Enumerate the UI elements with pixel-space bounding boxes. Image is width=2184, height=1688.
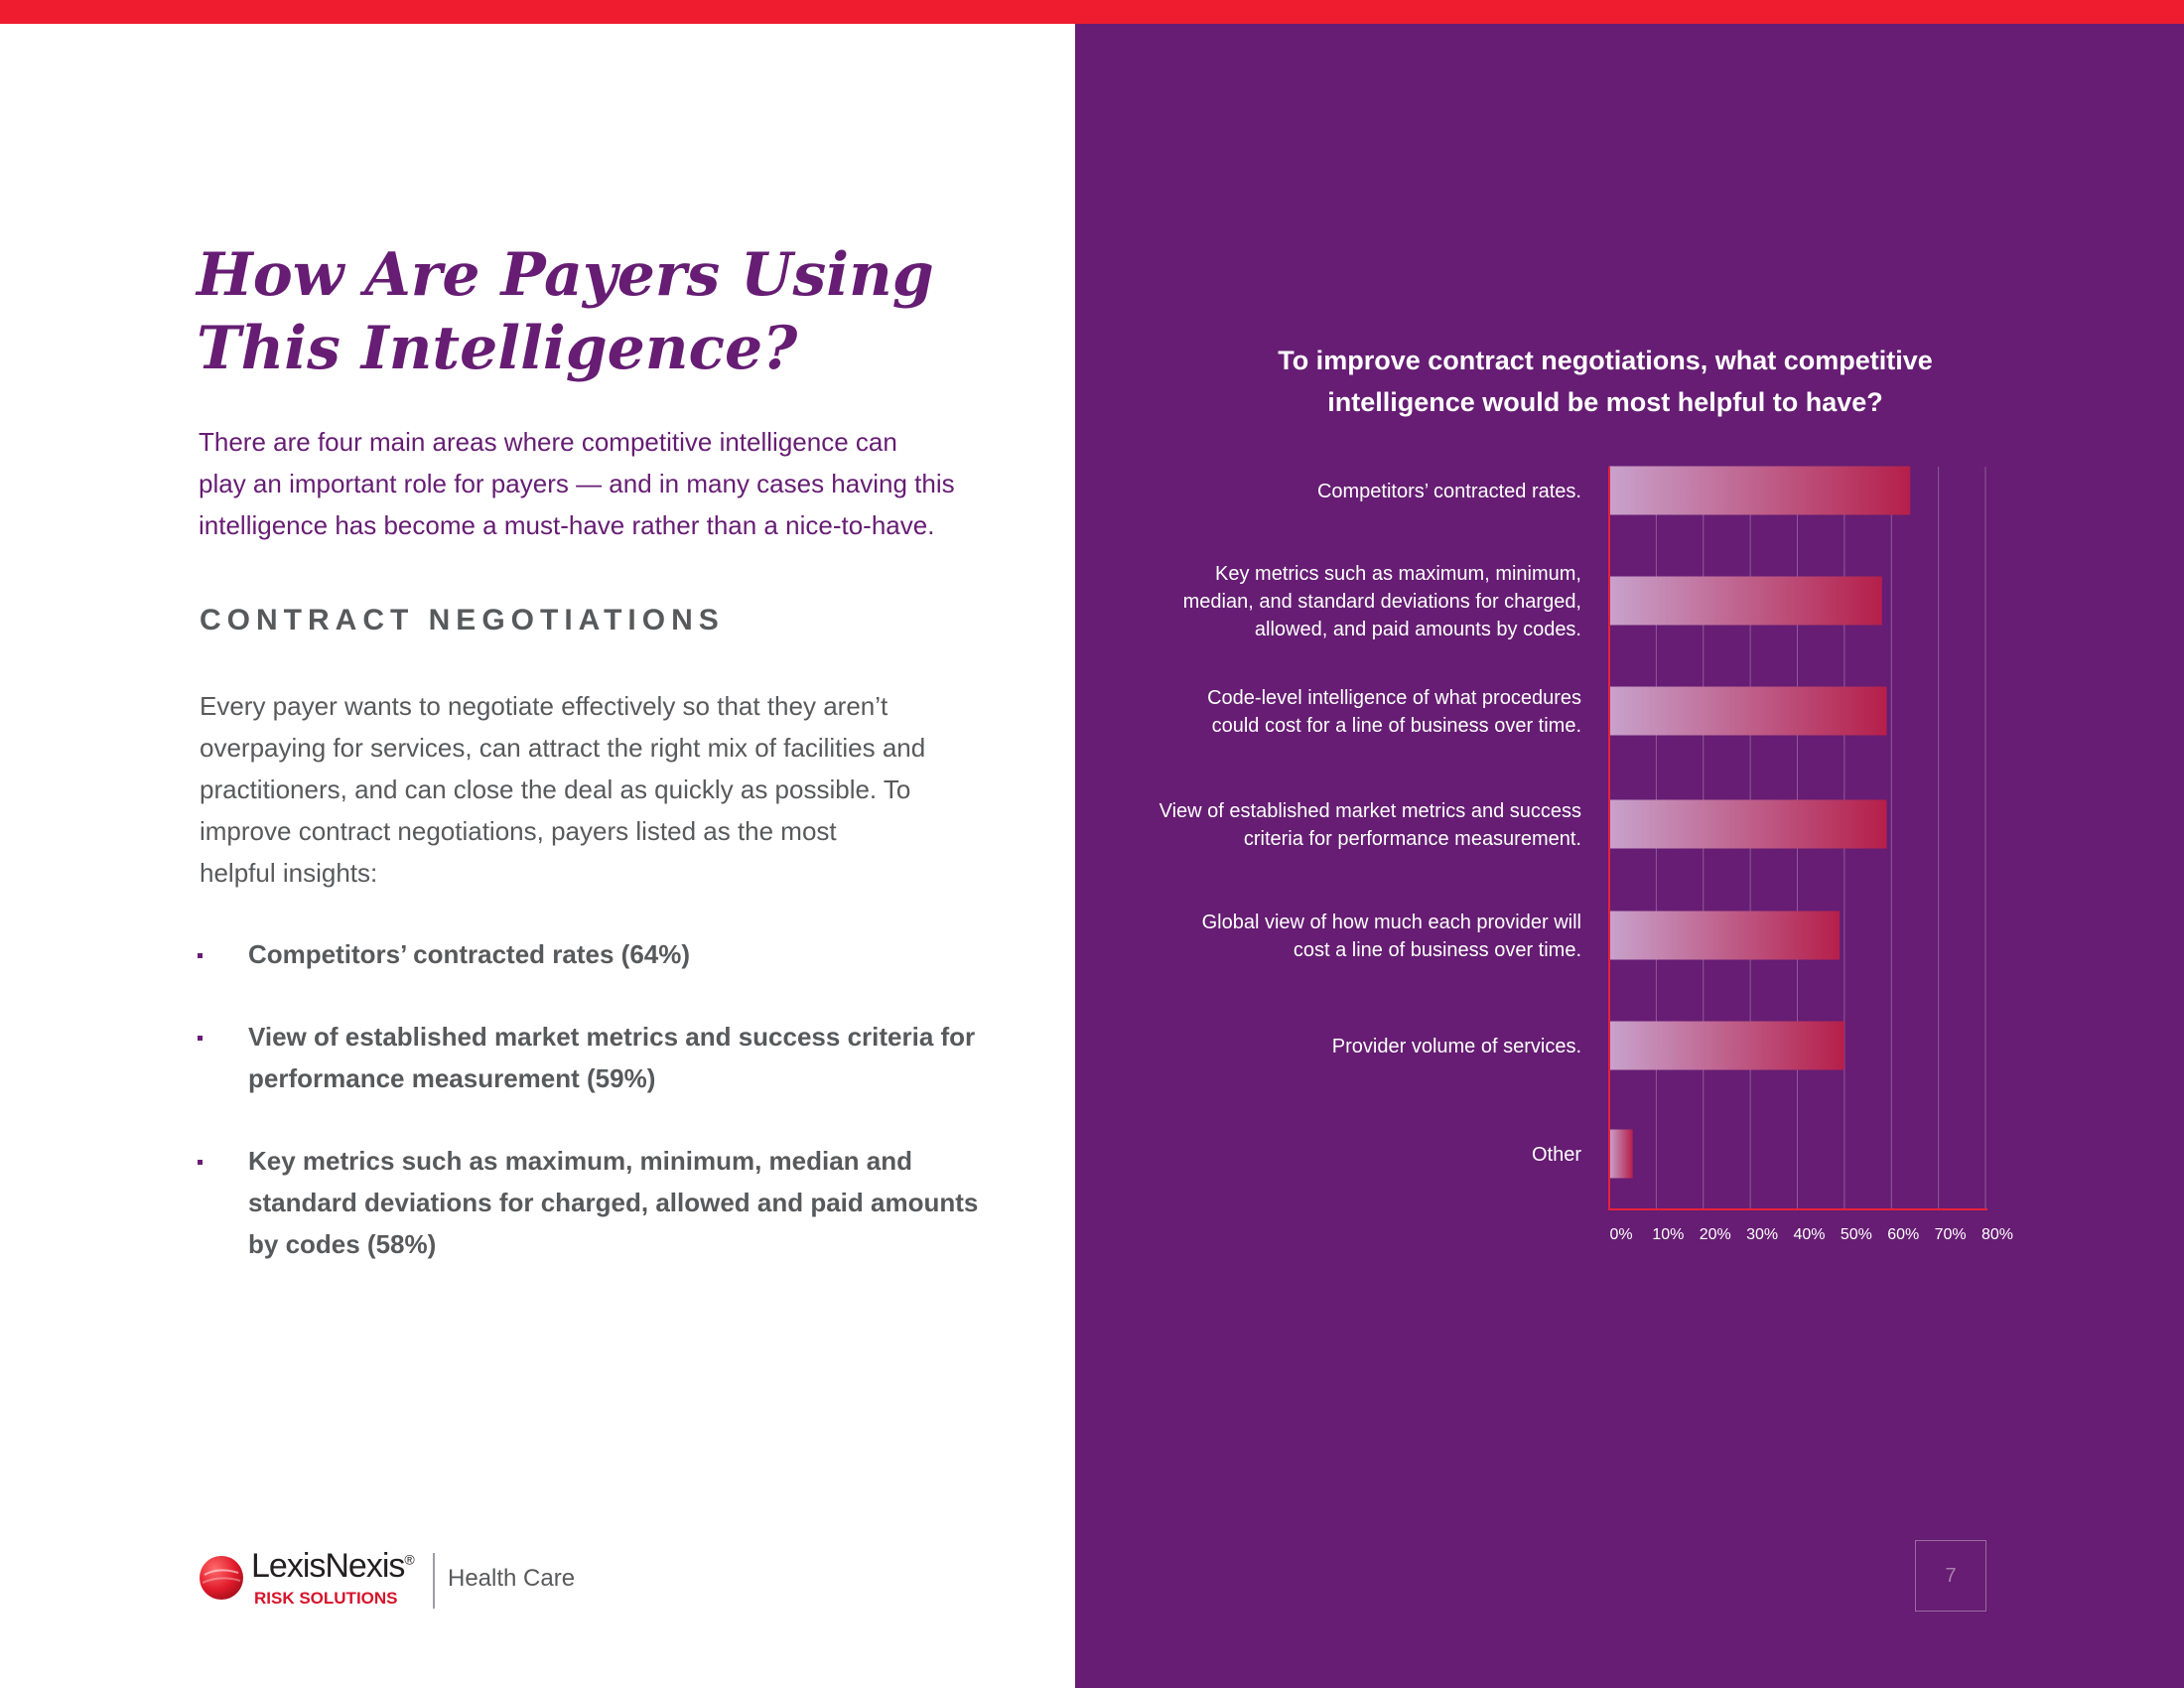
chart-bar: [1609, 1129, 1633, 1179]
body-line: improve contract negotiations, payers li…: [200, 816, 837, 846]
category-label: Key metrics such as maximum, minimum,: [1215, 563, 1581, 585]
bullet-icon: [198, 953, 203, 958]
body-line: helpful insights:: [200, 858, 378, 888]
intro-line: intelligence has become a must-have rath…: [199, 510, 935, 540]
category-label: cost a line of business over time.: [1294, 939, 1581, 961]
chart-title: To improve contract negotiations, what c…: [1278, 346, 1933, 417]
x-tick-label: 80%: [1981, 1226, 2013, 1243]
x-tick-label: 60%: [1887, 1226, 1919, 1243]
top-accent-bar: [0, 0, 2184, 24]
chart-title-line: To improve contract negotiations, what c…: [1278, 346, 1933, 375]
list-item-line: Competitors’ contracted rates (64%): [248, 939, 691, 969]
list-item-line: View of established market metrics and s…: [248, 1022, 976, 1052]
logo-ball-icon: [200, 1556, 243, 1600]
category-label: criteria for performance measurement.: [1244, 828, 1581, 850]
body-line: overpaying for services, can attract the…: [200, 733, 926, 763]
lexisnexis-logo: LexisNexis® RISK SOLUTIONS Health Care: [197, 1547, 614, 1613]
body-paragraph: Every payer wants to negotiate effective…: [200, 685, 974, 894]
category-label: View of established market metrics and s…: [1160, 800, 1581, 822]
logo-mark: ®: [404, 1551, 414, 1568]
chart-bar: [1609, 911, 1841, 960]
logo-divider: [433, 1553, 435, 1609]
x-tick-label: 40%: [1793, 1226, 1825, 1243]
page-heading: How Are Payers Using This Intelligence?: [197, 238, 1040, 385]
x-tick-label: 50%: [1841, 1226, 1872, 1243]
chart-bar: [1609, 466, 1911, 515]
category-label: Global view of how much each provider wi…: [1202, 912, 1581, 933]
category-label: Competitors’ contracted rates.: [1317, 481, 1581, 502]
list-item-line: standard deviations for charged, allowed…: [248, 1188, 979, 1217]
list-item-line: Key metrics such as maximum, minimum, me…: [248, 1146, 913, 1176]
chart-bar: [1609, 1021, 1844, 1070]
chart-category-labels: Competitors’ contracted rates. Key metric…: [1160, 481, 1582, 1166]
page-heading-line: This Intelligence?: [197, 314, 798, 383]
page-number: 7: [1915, 1540, 1986, 1612]
category-label: could cost for a line of business over t…: [1212, 715, 1581, 737]
x-tick-label: 10%: [1652, 1226, 1684, 1243]
category-label: Provider volume of services.: [1332, 1036, 1581, 1057]
chart-title-line: intelligence would be most helpful to ha…: [1327, 387, 1883, 417]
division-label: Health Care: [448, 1565, 576, 1592]
chart-x-ticks: 0% 10% 20% 30% 40% 50% 60% 70% 80%: [1609, 1226, 2013, 1243]
category-label: Code-level intelligence of what procedur…: [1207, 687, 1581, 709]
list-item: View of established market metrics and s…: [197, 1016, 1011, 1099]
section-heading: CONTRACT NEGOTIATIONS: [200, 604, 725, 636]
list-item-line: performance measurement (59%): [248, 1063, 656, 1093]
x-tick-label: 0%: [1609, 1226, 1632, 1243]
category-label: median, and standard deviations for char…: [1183, 591, 1581, 613]
list-item: Competitors’ contracted rates (64%): [197, 933, 1011, 975]
chart-bar: [1609, 576, 1882, 626]
x-tick-label: 20%: [1700, 1226, 1731, 1243]
x-tick-label: 70%: [1935, 1226, 1967, 1243]
chart-bar: [1609, 799, 1887, 849]
category-label: allowed, and paid amounts by codes.: [1255, 619, 1581, 640]
logo-name: LexisNexis: [251, 1547, 405, 1585]
intro-paragraph: There are four main areas where competit…: [199, 421, 993, 546]
page-heading-line: How Are Payers Using: [197, 240, 934, 310]
category-label: Other: [1532, 1144, 1581, 1166]
chart-bars: [1609, 466, 1911, 1179]
bullet-icon: [198, 1160, 203, 1165]
body-line: practitioners, and can close the deal as…: [200, 774, 911, 804]
chart-axes: [1608, 467, 1987, 1210]
intro-line: play an important role for payers — and …: [199, 469, 955, 498]
list-item-line: by codes (58%): [248, 1229, 437, 1259]
chart-bar: [1609, 686, 1887, 736]
bullet-icon: [198, 1036, 203, 1041]
x-tick-label: 30%: [1746, 1226, 1778, 1243]
logo-wordmark: LexisNexis®: [251, 1547, 415, 1586]
intro-line: There are four main areas where competit…: [199, 427, 897, 457]
insights-list: Competitors’ contracted rates (64%) View…: [197, 933, 1011, 1306]
chart-panel: [1075, 24, 2184, 1688]
logo-subtitle: RISK SOLUTIONS: [254, 1589, 398, 1608]
body-line: Every payer wants to negotiate effective…: [200, 691, 888, 721]
list-item: Key metrics such as maximum, minimum, me…: [197, 1140, 1011, 1265]
